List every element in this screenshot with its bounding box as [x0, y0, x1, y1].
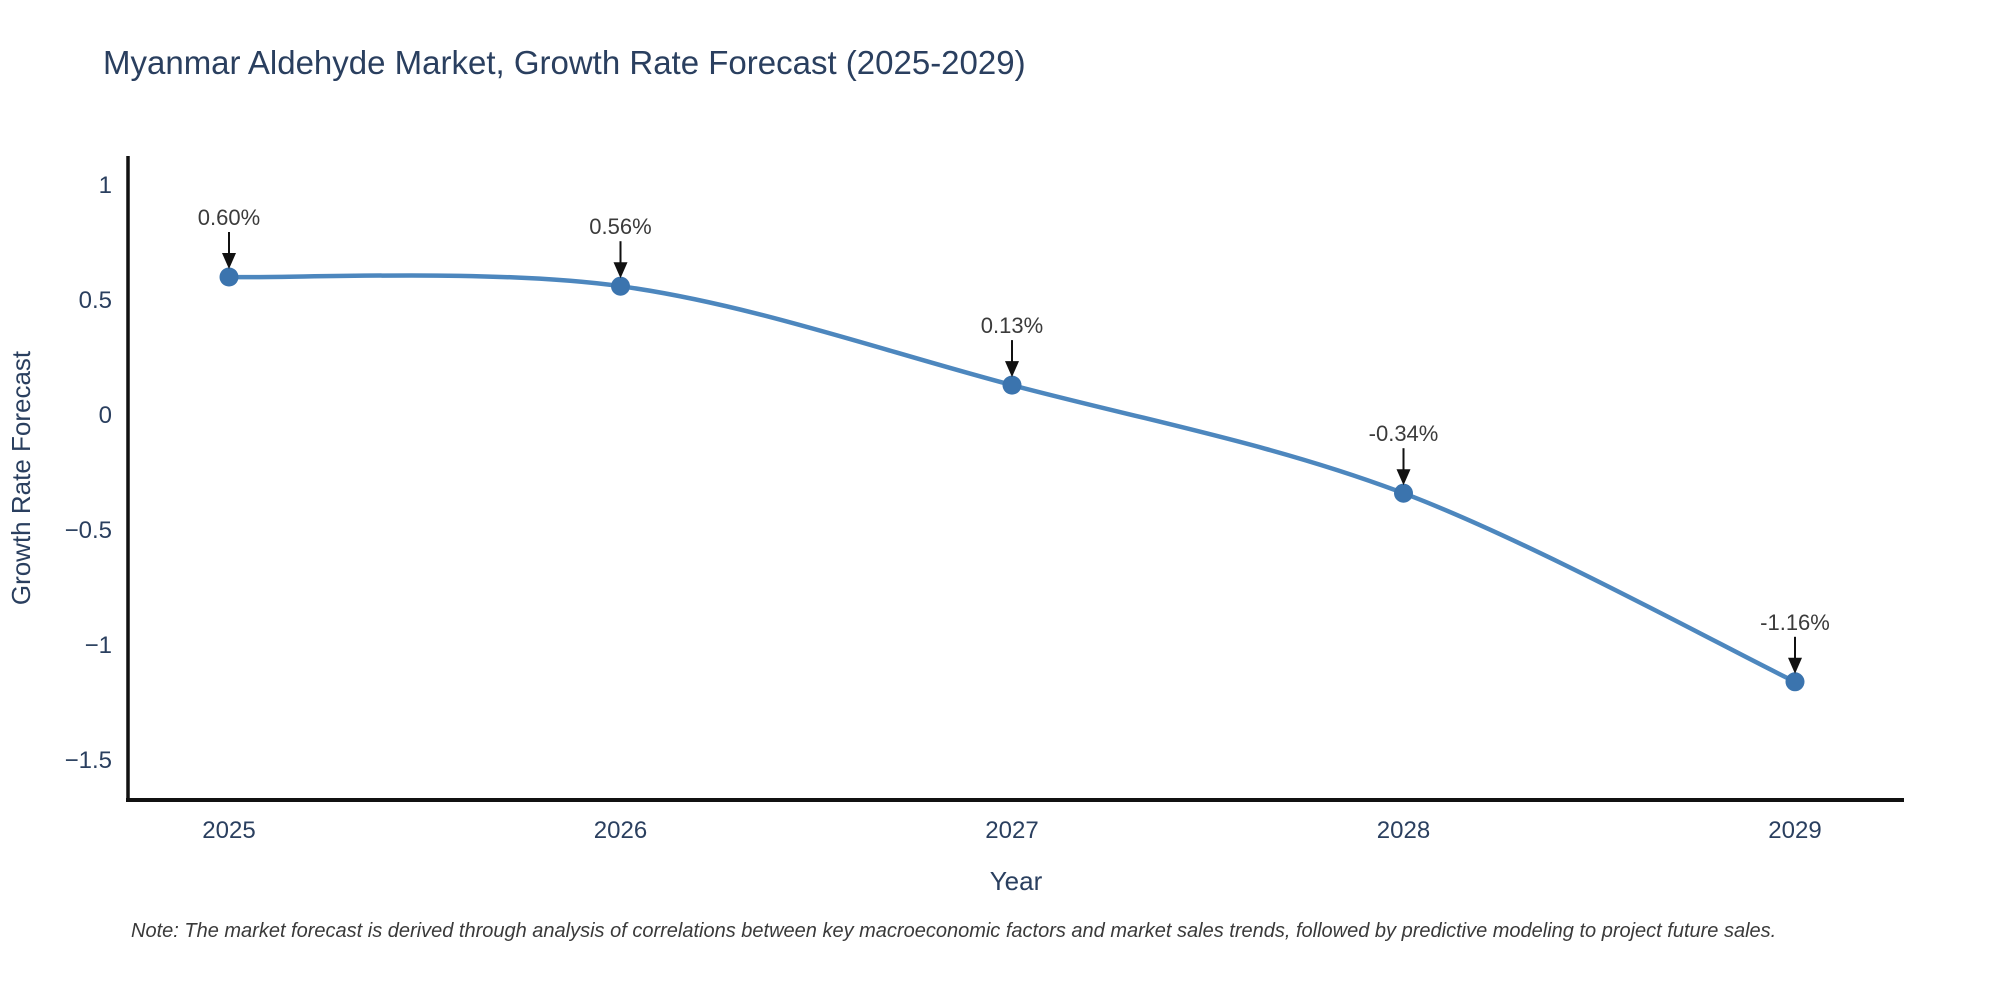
data-point	[611, 276, 630, 296]
annotation-label: -0.34%	[1369, 421, 1439, 446]
y-axis-title: Growth Rate Forecast	[6, 350, 36, 605]
y-tick-label: −1.5	[65, 747, 112, 774]
y-tick-label: 0.5	[79, 287, 112, 314]
y-tick-label: −0.5	[65, 517, 112, 544]
annotation-arrowhead	[613, 262, 628, 279]
x-tick-label: 2027	[985, 817, 1038, 844]
data-point	[219, 267, 239, 287]
x-tick-label: 2026	[594, 817, 647, 844]
annotation-arrowhead	[1396, 469, 1411, 486]
annotation-arrowhead	[1005, 361, 1019, 378]
footnote: Note: The market forecast is derived thr…	[131, 920, 1777, 942]
x-tick-label: 2029	[1768, 817, 1821, 844]
annotation-arrowhead	[222, 253, 236, 269]
annotation-label: -1.16%	[1760, 610, 1830, 635]
x-axis-title: Year	[990, 866, 1043, 896]
annotation-label: 0.56%	[589, 214, 651, 239]
y-tick-label: 1	[99, 172, 112, 199]
chart-title: Myanmar Aldehyde Market, Growth Rate For…	[103, 44, 1026, 81]
x-tick-label: 2025	[202, 817, 255, 844]
x-tick-label: 2028	[1377, 817, 1430, 844]
y-tick-label: 0	[99, 402, 112, 429]
y-tick-label: −1	[85, 632, 112, 659]
data-point	[1394, 483, 1413, 503]
annotation-label: 0.60%	[198, 205, 260, 230]
data-point	[1002, 375, 1022, 395]
data-point	[1785, 672, 1805, 692]
annotation-arrowhead	[1788, 657, 1802, 674]
annotation-label: 0.13%	[981, 313, 1043, 338]
